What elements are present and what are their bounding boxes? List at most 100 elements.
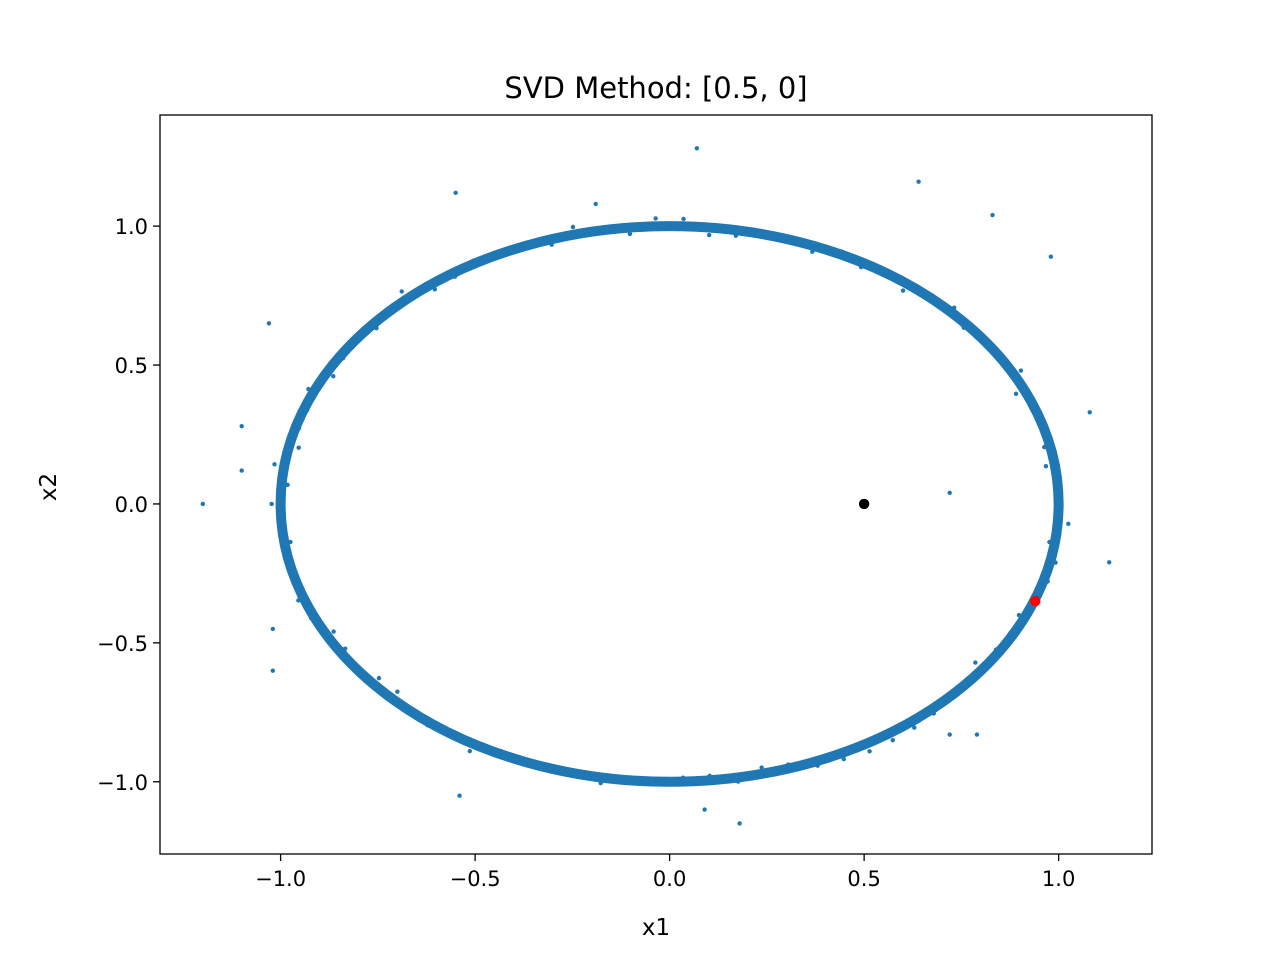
sample-point: [351, 337, 357, 343]
sample-point: [425, 723, 430, 728]
sample-point: [498, 748, 504, 754]
sample-point: [653, 778, 659, 783]
outlier-point: [453, 190, 458, 195]
sample-point: [815, 763, 820, 768]
center-point: [858, 498, 870, 510]
sample-point: [858, 264, 864, 270]
sample-point: [305, 407, 310, 412]
sample-point: [993, 647, 999, 652]
sample-point: [374, 326, 379, 331]
sample-point: [432, 287, 438, 292]
sample-point: [353, 664, 359, 669]
sample-point: [980, 339, 985, 344]
sample-point: [1056, 482, 1062, 487]
sample-point: [1066, 521, 1071, 527]
plot-area: [200, 146, 1112, 826]
sample-point: [376, 675, 382, 681]
y-tick-label: 1.0: [115, 215, 148, 239]
sample-point: [331, 374, 336, 379]
sample-point: [285, 482, 290, 488]
x-tick-label: 0.0: [653, 867, 686, 891]
sample-point: [653, 216, 658, 221]
sample-point: [395, 689, 400, 694]
sample-point: [496, 251, 501, 256]
outlier-point: [737, 821, 742, 826]
sample-point: [1016, 612, 1022, 618]
y-tick-label: −0.5: [97, 632, 148, 656]
sample-point: [284, 559, 289, 565]
sample-point: [912, 725, 917, 730]
y-tick-label: 0.5: [115, 354, 148, 378]
outlier-point: [239, 468, 244, 473]
sample-point: [272, 462, 277, 467]
sample-point: [296, 425, 302, 431]
outlier-point: [916, 179, 921, 184]
outlier-point: [947, 732, 952, 737]
sample-point: [900, 288, 906, 293]
y-axis-ticks: −1.0 −0.5 0.0 0.5 1.0: [97, 215, 160, 795]
sample-point: [467, 748, 472, 754]
sample-point: [388, 309, 393, 314]
sample-point: [1043, 463, 1049, 469]
outlier-point: [702, 807, 707, 812]
sample-point: [930, 293, 935, 298]
sample-point: [788, 236, 793, 241]
outlier-point: [266, 321, 272, 326]
sample-point: [1047, 539, 1052, 545]
sample-point: [999, 353, 1004, 359]
sample-point: [759, 765, 764, 770]
outlier-point: [694, 146, 700, 151]
x-tick-label: −0.5: [450, 867, 501, 891]
sample-point: [949, 696, 955, 701]
sample-point: [308, 615, 314, 621]
sample-point: [1053, 560, 1058, 565]
sample-point: [1056, 501, 1061, 507]
sample-point: [626, 777, 632, 782]
sample-point: [399, 289, 404, 294]
sample-point: [288, 539, 293, 545]
sample-point: [470, 258, 476, 264]
outlier-point: [457, 793, 462, 798]
x-tick-label: 0.5: [847, 867, 880, 891]
outlier-point: [1048, 254, 1054, 259]
sample-point: [951, 305, 957, 310]
sample-point: [735, 779, 741, 784]
sample-point: [547, 765, 552, 771]
outlier-point: [974, 732, 980, 737]
sample-point: [884, 271, 890, 276]
x-axis-label: x1: [642, 915, 670, 941]
sample-point: [1018, 368, 1024, 373]
chart-title: SVD Method: [0.5, 0]: [504, 71, 807, 105]
sample-point: [296, 445, 301, 450]
sample-point: [973, 660, 978, 665]
sample-point: [627, 231, 633, 237]
sample-point: [295, 577, 301, 583]
outlier-point: [1087, 410, 1092, 415]
solution-point: [1030, 595, 1041, 607]
sample-point: [331, 629, 336, 634]
sample-point: [966, 680, 971, 686]
axes: −1.0 −0.5 0.0 0.5 1.0 −1.0 −0.5 0.0 0.5 1.0: [97, 114, 1153, 891]
sample-point: [761, 232, 766, 237]
axes-frame: [159, 114, 1153, 855]
sample-point: [810, 249, 815, 254]
sample-point: [522, 758, 527, 763]
sample-point: [296, 598, 301, 603]
sample-point: [408, 707, 413, 712]
sample-point: [280, 521, 285, 526]
sample-point: [841, 756, 847, 762]
y-axis-label: x2: [36, 473, 62, 501]
sample-point: [342, 646, 348, 651]
sample-point: [1045, 579, 1050, 584]
sample-point: [600, 229, 605, 234]
sample-point: [680, 775, 686, 780]
sample-point: [839, 249, 845, 254]
sample-point: [598, 780, 603, 786]
sample-point: [931, 711, 936, 716]
sample-point: [549, 242, 554, 247]
sample-point: [785, 762, 791, 767]
outlier-point: [1107, 560, 1112, 565]
sample-point: [867, 749, 872, 754]
outlier-point: [200, 501, 205, 507]
